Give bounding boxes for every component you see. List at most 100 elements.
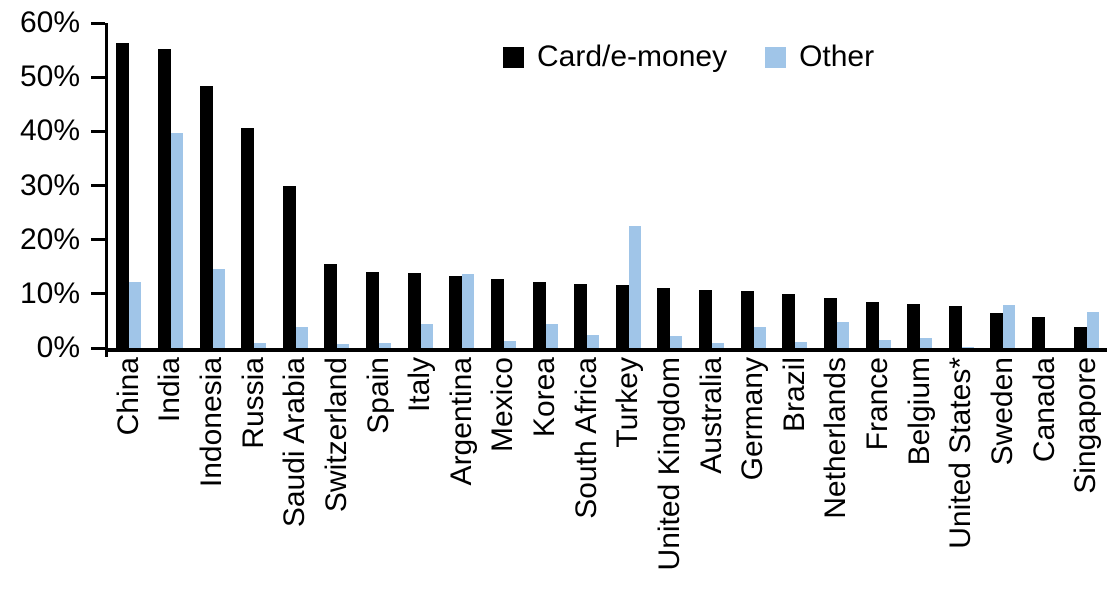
x-axis-category-label: Sweden	[985, 357, 1019, 466]
y-axis-tick-label: 60%	[19, 6, 80, 39]
bar-group	[857, 23, 899, 348]
bar-other	[753, 326, 766, 348]
bar-other	[295, 327, 308, 348]
bar-other	[462, 273, 475, 348]
y-axis-tick	[91, 184, 105, 187]
x-axis-category-label: Turkey	[611, 357, 645, 448]
bar-card-e-money	[157, 49, 171, 348]
y-axis-tick-label: 40%	[19, 114, 80, 148]
y-axis-tick-label: 50%	[19, 60, 80, 94]
x-axis-category-label: India	[153, 357, 187, 423]
y-axis-baseline-stub	[105, 348, 108, 357]
bar-card-e-money	[1032, 316, 1046, 348]
bar-group	[441, 23, 483, 348]
bar-card-e-money	[241, 128, 255, 348]
bar-other	[836, 322, 849, 348]
bar-other	[712, 343, 725, 348]
bar-group	[233, 23, 275, 348]
plot-area	[105, 23, 1107, 352]
bar-other	[545, 323, 558, 348]
bar-card-e-money	[490, 278, 504, 348]
bar-other	[878, 339, 891, 348]
bar-other	[503, 340, 516, 348]
legend-label-other: Other	[799, 40, 875, 73]
bar-group	[649, 23, 691, 348]
bar-other	[337, 344, 350, 348]
bar-group	[1065, 23, 1107, 348]
bar-group	[108, 23, 150, 348]
x-axis-category-label: Canada	[1027, 357, 1061, 463]
x-axis-category-label: United States*	[944, 357, 978, 549]
bar-card-e-money	[782, 294, 796, 348]
x-axis-category-label: Saudi Arabia	[278, 357, 312, 528]
bar-card-e-money	[990, 312, 1004, 348]
bar-other	[1003, 304, 1016, 348]
bar-group	[150, 23, 192, 348]
bar-group	[191, 23, 233, 348]
bar-other	[670, 336, 683, 348]
bar-other	[961, 346, 974, 348]
y-axis-tick	[91, 75, 105, 79]
legend: Card/e-money Other	[503, 40, 874, 74]
bar-group	[1024, 23, 1066, 348]
bar-card-e-money	[907, 304, 921, 348]
bar-card-e-money	[865, 301, 879, 348]
x-axis-category-label: Switzerland	[319, 357, 353, 513]
legend-entry-other: Other	[765, 40, 874, 74]
bar-group	[982, 23, 1024, 348]
bar-other	[379, 343, 392, 348]
bar-group	[316, 23, 358, 348]
bar-group	[899, 23, 941, 348]
x-axis-category-label: Belgium	[902, 357, 936, 466]
x-axis-category-label: Korea	[528, 357, 562, 438]
bar-card-e-money	[199, 86, 213, 348]
bar-group	[566, 23, 608, 348]
bar-group	[275, 23, 317, 348]
bar-group	[524, 23, 566, 348]
x-axis-category-label: Italy	[403, 357, 437, 413]
bar-group	[608, 23, 650, 348]
bar-card-e-money	[282, 186, 296, 348]
bar-card-e-money	[615, 285, 629, 348]
bar-card-e-money	[740, 291, 754, 348]
bar-group	[732, 23, 774, 348]
x-axis-category-label: Singapore	[1069, 357, 1103, 494]
y-axis-tick-label: 0%	[36, 331, 80, 364]
bar-card-e-money	[324, 264, 338, 348]
bar-card-e-money	[532, 281, 546, 348]
y-axis-tick	[91, 129, 105, 133]
bar-group	[399, 23, 441, 348]
bar-other	[212, 268, 225, 348]
legend-swatch-other	[765, 46, 787, 68]
bar-card-e-money	[823, 298, 837, 348]
legend-label-card-e-money: Card/e-money	[537, 40, 728, 73]
bar-other	[170, 132, 183, 348]
y-axis-tick	[91, 346, 105, 350]
x-axis-category-label: Spain	[361, 357, 395, 434]
bar-group	[774, 23, 816, 348]
bar-other	[1086, 312, 1099, 348]
bar-group	[691, 23, 733, 348]
x-axis-category-label: Germany	[736, 357, 770, 481]
bar-card-e-money	[574, 284, 588, 348]
y-axis-tick-label: 20%	[19, 222, 80, 256]
legend-entry-card-e-money: Card/e-money	[503, 40, 727, 74]
bar-group	[483, 23, 525, 348]
bar-other	[587, 335, 600, 348]
y-axis-tick	[91, 238, 105, 242]
y-axis-tick	[91, 21, 105, 25]
bar-card-e-money	[116, 43, 130, 348]
bar-other	[920, 337, 933, 348]
x-axis-category-label: Netherlands	[819, 357, 853, 519]
x-axis-category-label: Australia	[694, 357, 728, 474]
bar-card-e-money	[407, 272, 421, 348]
bar-other	[420, 323, 433, 348]
bar-other	[129, 281, 142, 348]
bar-card-e-money	[948, 306, 962, 348]
x-axis-category-label: France	[861, 357, 895, 451]
bar-other	[254, 342, 267, 348]
y-axis-tick	[91, 292, 105, 296]
x-axis-category-label: China	[111, 357, 145, 436]
x-axis-category-label: South Africa	[569, 357, 603, 519]
